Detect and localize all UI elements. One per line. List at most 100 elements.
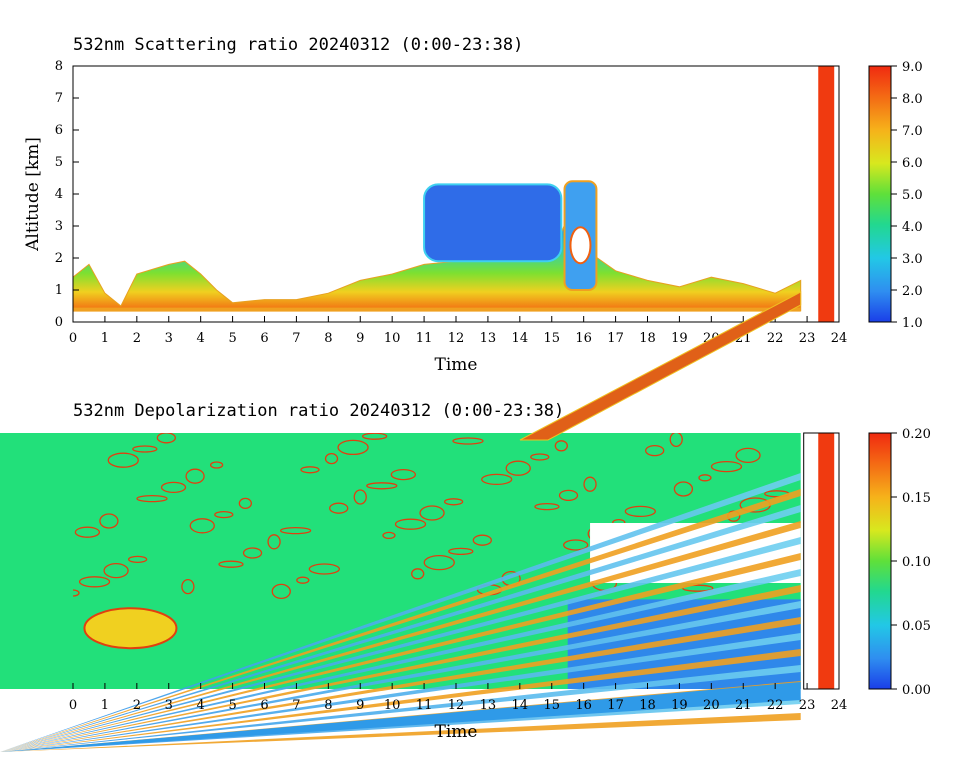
scattering-ytick-label: 8 [55, 59, 63, 74]
depolarization-speckle [481, 473, 513, 486]
low-layer [73, 215, 802, 312]
depolarization-xtick-label: 9 [356, 698, 364, 713]
depolarization-xtick-label: 24 [831, 698, 848, 713]
depolarization-speckle [563, 539, 589, 551]
depolarization-speckle [353, 489, 367, 505]
depolarization-xtick-label: 5 [228, 698, 236, 713]
depolarization-speckle [308, 563, 340, 575]
depolarization-speckle [74, 526, 101, 538]
scattering-cbar-tick-label: 6.0 [902, 156, 923, 171]
depolarization-speckle [698, 474, 712, 482]
scattering-xtick-label: 15 [543, 331, 560, 346]
depolarization-speckle [394, 518, 427, 530]
scattering-ytick-label: 5 [55, 155, 63, 170]
depolarization-xtick-label: 19 [671, 698, 688, 713]
scattering-cbar-tick-label: 2.0 [902, 284, 923, 299]
depolarization-ray [0, 473, 801, 752]
scattering-ytick-label: 0 [55, 315, 63, 330]
mid-cloud [423, 183, 563, 263]
depolarization-speckle [136, 494, 168, 503]
scattering-ytick-label: 3 [55, 219, 63, 234]
depolarization-speckle [443, 498, 464, 506]
scattering-colorbar [868, 65, 892, 323]
depolarization-speckle [534, 502, 560, 511]
depolarization-speckle [583, 476, 597, 492]
cross-panel-streak [519, 291, 802, 441]
depolarization-xtick-label: 3 [165, 698, 173, 713]
depolarization-speckle [382, 531, 396, 540]
depolarization-xtick-label: 22 [767, 698, 784, 713]
depolarization-ray [0, 553, 801, 752]
scattering-ytick-label: 1 [55, 283, 63, 298]
scattering-xtick-label: 4 [197, 331, 205, 346]
depolarization-ray [0, 633, 801, 752]
depolarization-speckle [127, 555, 148, 564]
depolarization-speckle [300, 466, 320, 474]
scattering-cbar-tick-label: 4.0 [902, 220, 923, 235]
depolarization-xtick-label: 23 [799, 698, 816, 713]
scattering-x-label: Time [435, 355, 478, 375]
scattering-xtick-label: 14 [512, 331, 529, 346]
depolarization-speckle [99, 513, 119, 529]
scattering-xtick-label: 9 [356, 331, 364, 346]
depolarization-speckle [185, 468, 205, 484]
depolarization-speckle [156, 433, 177, 444]
depolarization-speckle [366, 482, 398, 490]
depolarization-ray [0, 537, 801, 752]
depolarization-ray [0, 681, 801, 752]
scattering-cbar-tick-label: 9.0 [902, 60, 923, 75]
scattering-ytick-label: 2 [55, 251, 63, 266]
depolarization-xtick-label: 10 [384, 698, 401, 713]
scattering-xtick-label: 0 [69, 331, 77, 346]
depolarization-xtick-label: 20 [703, 698, 720, 713]
depolarization-xtick-label: 8 [324, 698, 332, 713]
scattering-xtick-label: 5 [228, 331, 236, 346]
scattering-xtick-label: 12 [448, 331, 465, 346]
depolarization-cbar-tick-label: 0.05 [902, 619, 931, 634]
depolarization-ray [0, 665, 801, 752]
depolarization-xtick-label: 21 [735, 698, 752, 713]
scattering-xtick-label: 10 [384, 331, 401, 346]
depolarization-ray-base [0, 682, 801, 752]
scattering-gap-band [818, 66, 835, 322]
depolarization-speckle [735, 447, 761, 464]
depolarization-xtick-label: 14 [512, 698, 529, 713]
depolarization-speckle [505, 460, 531, 476]
scattering-xtick-label: 13 [480, 331, 497, 346]
depolarization-ray [0, 617, 801, 752]
depolarization-xtick-label: 17 [607, 698, 624, 713]
depolarization-speckle [296, 576, 310, 584]
depolarization-speckle [390, 468, 416, 481]
depolarization-colorbar-ticks: 0.00 0.05 0.10 0.15 0.20 [891, 427, 931, 698]
depolarization-xtick-label: 11 [416, 698, 433, 713]
depolarization-speckle [554, 440, 568, 452]
scattering-x-ticks: 0 1 2 3 4 5 6 7 8 9 10 11 12 13 14 15 16 17 18 19 20 21 22 23 24 [69, 316, 847, 346]
depolarization-frame [803, 432, 840, 690]
depolarization-speckle [452, 437, 484, 445]
scattering-xtick-label: 18 [639, 331, 656, 346]
depolarization-speckle [181, 578, 195, 595]
depolarization-x-label: Time [435, 722, 478, 742]
depolarization-speckle [361, 433, 388, 440]
depolarization-speckle [103, 562, 129, 579]
depolarization-speckle [337, 439, 369, 456]
scattering-ratio-panel: 532nm Scattering ratio 20240312 (0:00-23… [23, 35, 923, 375]
scattering-cbar-tick-label: 7.0 [902, 124, 923, 139]
depolarization-speckle [419, 505, 445, 521]
scattering-xtick-label: 2 [133, 331, 141, 346]
depolarization-speckle [279, 526, 312, 535]
depolarization-colorbar [868, 432, 892, 690]
depolarization-ray [0, 569, 801, 752]
scattering-xtick-label: 7 [292, 331, 300, 346]
depolarization-xtick-label: 18 [639, 698, 656, 713]
depolarization-xtick-label: 6 [260, 698, 268, 713]
depolarization-speckle [132, 445, 158, 453]
ice-patch [83, 607, 178, 650]
depolarization-xtick-label: 12 [448, 698, 465, 713]
depolarization-cbar-tick-label: 0.00 [902, 683, 931, 698]
scattering-xtick-label: 16 [575, 331, 592, 346]
depolarization-xtick-label: 16 [575, 698, 592, 713]
depolarization-speckle [238, 497, 253, 510]
depolarization-speckle [624, 505, 656, 518]
